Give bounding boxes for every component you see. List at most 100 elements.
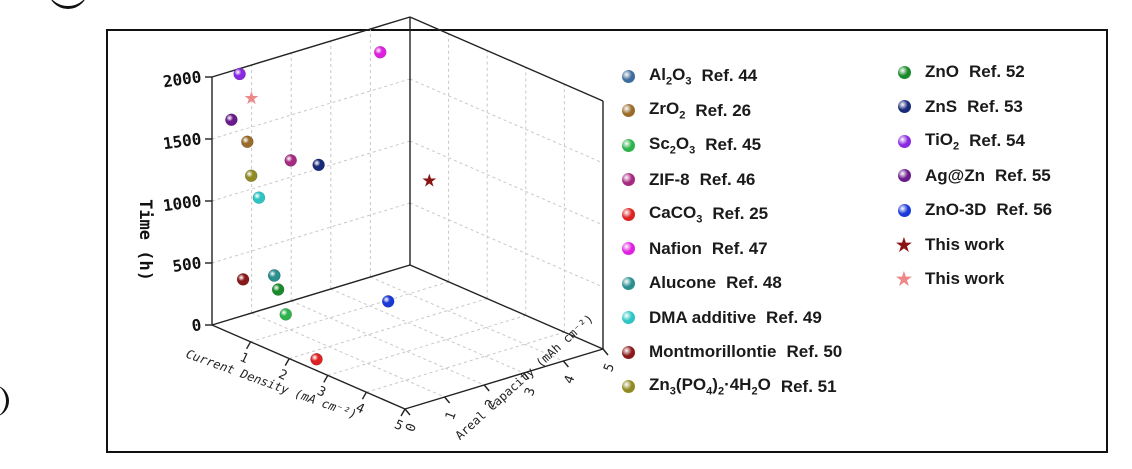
legend-formula-part: ZnS bbox=[925, 96, 958, 116]
legend-ref: Ref. 26 bbox=[695, 100, 752, 120]
grid-line bbox=[211, 140, 411, 202]
ball-icon bbox=[897, 203, 911, 217]
legend-formula-part: Al bbox=[649, 64, 666, 84]
x-tick-mark bbox=[245, 341, 252, 350]
grid-line bbox=[409, 78, 604, 164]
data-point bbox=[241, 135, 254, 149]
legend-item: Sc2O3 Ref. 45 bbox=[617, 133, 761, 157]
ball-icon bbox=[621, 345, 635, 359]
legend-ref: Ref. 52 bbox=[969, 62, 1025, 81]
legend-item: Zn3(PO4)2·4H2O Ref. 51 bbox=[617, 375, 837, 399]
legend-subscript: 4 bbox=[706, 385, 713, 398]
legend-formula-part: TiO bbox=[925, 129, 954, 149]
y-tick-mark bbox=[602, 348, 609, 356]
x-tick-mark bbox=[284, 358, 290, 366]
legend-ref: Ref. 45 bbox=[705, 135, 762, 154]
legend-ball-icon bbox=[617, 207, 639, 221]
legend-label: ZrO2 bbox=[649, 99, 685, 121]
legend-ball-icon bbox=[617, 104, 639, 117]
ball-icon bbox=[621, 69, 635, 83]
legend-label: ZnO-3D bbox=[925, 200, 986, 220]
legend-label: ZnO bbox=[925, 62, 959, 82]
grid-line bbox=[327, 314, 526, 376]
legend-formula-part: Ag@Zn bbox=[925, 165, 986, 185]
y-tick-label: 5 bbox=[601, 362, 618, 374]
grid-line bbox=[291, 300, 485, 386]
grid-line bbox=[370, 276, 564, 362]
cropped-panel-mark bbox=[0, 385, 9, 417]
legend-label: This work bbox=[925, 269, 1004, 289]
legend-label: Ag@Zn bbox=[925, 166, 985, 186]
star-icon: ★ bbox=[895, 269, 913, 289]
legend-ball-icon bbox=[893, 169, 915, 182]
legend-item: ZnS Ref. 53 bbox=[893, 95, 1023, 119]
grid-line bbox=[409, 202, 604, 288]
data-point bbox=[252, 191, 266, 204]
ball-icon bbox=[897, 134, 911, 148]
data-point bbox=[312, 158, 325, 172]
legend-formula-part: ) bbox=[712, 375, 718, 395]
legend-subscript: 3 bbox=[689, 144, 696, 157]
axis-layer bbox=[211, 16, 604, 410]
ball-icon bbox=[897, 100, 911, 113]
legend-ball-icon bbox=[617, 173, 639, 186]
legend-label: Montmorillontie bbox=[649, 342, 776, 362]
data-point bbox=[284, 154, 297, 167]
grid-line bbox=[366, 331, 565, 393]
legend-item: DMA additive Ref. 49 bbox=[617, 306, 822, 330]
z-axis-label: Time (h) bbox=[135, 199, 155, 281]
data-point bbox=[310, 352, 323, 366]
grid-line bbox=[250, 281, 449, 343]
legend-formula-part: ·4H bbox=[724, 375, 752, 395]
legend-item: CaCO3 Ref. 25 bbox=[617, 202, 768, 226]
data-point bbox=[268, 269, 281, 282]
axis-frame-edge bbox=[404, 348, 604, 410]
y-tick-mark bbox=[483, 384, 490, 392]
x-tick-mark bbox=[400, 408, 406, 417]
legend-formula-part: DMA additive bbox=[649, 307, 757, 327]
y-tick-mark bbox=[404, 408, 411, 416]
legend-formula-part: ZIF-8 bbox=[649, 169, 690, 189]
legend-subscript: 3 bbox=[685, 75, 692, 88]
legend-subscript: 2 bbox=[717, 385, 725, 398]
legend-subscript: 3 bbox=[669, 385, 676, 398]
y-tick-label: 0 bbox=[403, 422, 420, 434]
legend-ball-icon bbox=[617, 242, 639, 255]
ball-icon bbox=[621, 242, 635, 255]
y-tick-mark bbox=[523, 372, 530, 380]
star-icon: ★ bbox=[895, 234, 913, 255]
x-tick-mark bbox=[323, 375, 329, 383]
grid-line bbox=[289, 298, 488, 360]
legend-formula-part: ZrO bbox=[649, 99, 680, 119]
axis-frame-edge bbox=[211, 324, 406, 410]
legend-formula-part: This work bbox=[925, 269, 1005, 288]
ball-icon bbox=[621, 380, 635, 393]
legend-formula-part: Sc bbox=[649, 133, 670, 153]
ball-icon bbox=[621, 207, 635, 221]
legend-subscript: 3 bbox=[696, 213, 703, 226]
legend-ref: Ref. 50 bbox=[786, 342, 843, 361]
legend-formula-part: ZnO-3D bbox=[925, 200, 987, 219]
legend-formula-part: Zn bbox=[649, 375, 670, 395]
legend-ref: Ref. 25 bbox=[712, 204, 769, 223]
data-point bbox=[225, 113, 238, 126]
data-point bbox=[374, 45, 387, 59]
z-tick-label: 2000 bbox=[162, 67, 203, 91]
legend-item: ZrO2 Ref. 26 bbox=[617, 99, 751, 123]
ball-icon bbox=[621, 173, 635, 186]
grid-line bbox=[251, 312, 445, 398]
legend-subscript: 2 bbox=[751, 385, 758, 398]
legend-ref: Ref. 48 bbox=[726, 273, 782, 292]
legend-ref: Ref. 46 bbox=[699, 169, 756, 189]
ball-icon bbox=[621, 276, 635, 290]
legend-ref: Ref. 55 bbox=[995, 165, 1051, 185]
legend-ball-icon bbox=[617, 69, 639, 83]
legend-ball-icon bbox=[893, 203, 915, 217]
legend-label: TiO2 bbox=[925, 130, 959, 152]
legend-item: Alucone Ref. 48 bbox=[617, 271, 782, 295]
legend-formula-part: Nafion bbox=[649, 238, 702, 258]
legend-item: Montmorillontie Ref. 50 bbox=[617, 340, 842, 364]
legend-item: ZnO-3D Ref. 56 bbox=[893, 198, 1052, 222]
legend-item: ZIF-8 Ref. 46 bbox=[617, 168, 755, 192]
